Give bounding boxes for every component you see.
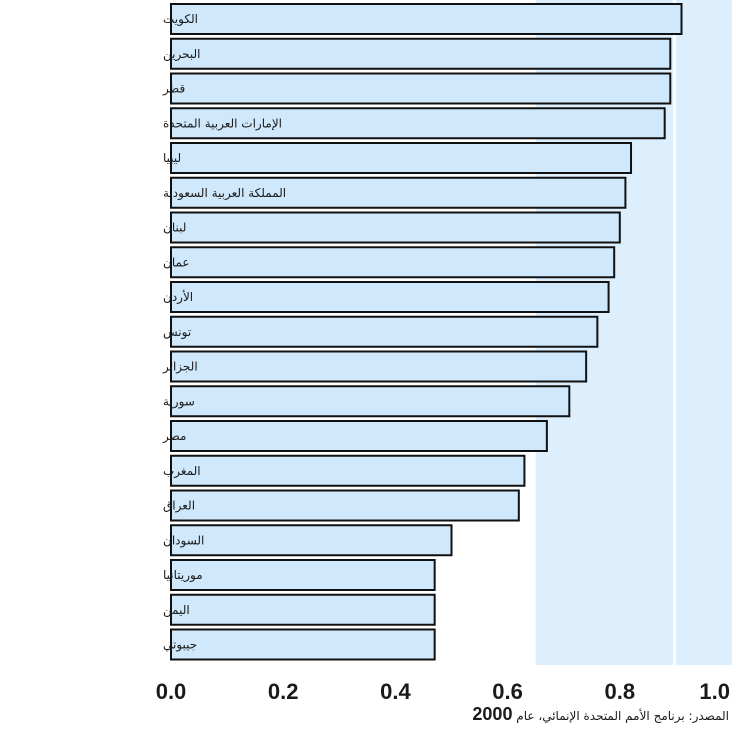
- category-label-8: عمان: [163, 255, 190, 269]
- category-label-1: الكويت: [163, 12, 198, 27]
- x-tick-0.2: 0.2: [268, 679, 299, 704]
- category-label-5: ليبيا: [163, 151, 181, 165]
- x-tick-0.6: 0.6: [492, 679, 523, 704]
- bar-16: [170, 524, 453, 557]
- bar-18: [170, 593, 436, 626]
- bar-15: [170, 489, 520, 522]
- category-label-17: موريتانيا: [163, 568, 203, 583]
- bar-9: [170, 281, 610, 313]
- bar-6: [170, 176, 627, 209]
- x-tick-1.0: 1.0: [699, 679, 730, 704]
- category-label-14: المغرب: [163, 464, 201, 479]
- bar-1: [170, 3, 683, 35]
- bar-14: [170, 454, 526, 487]
- source-note: المصدر: برنامج الأمم المتحدة الإنمائي، ع…: [472, 704, 729, 725]
- x-tick-0.0: 0.0: [156, 679, 187, 704]
- category-label-13: مصر: [162, 429, 186, 444]
- background-band-2: [675, 0, 732, 665]
- category-label-7: لبنان: [163, 221, 186, 235]
- bar-10: [170, 315, 599, 348]
- category-labels: الكويت البحرين قطر الإمارات العربية المتحدة…: [162, 12, 286, 653]
- bar-3: [170, 72, 672, 105]
- bar-19: [170, 628, 436, 661]
- category-label-11: الجزائر: [162, 360, 198, 375]
- bar-11: [170, 350, 588, 383]
- x-tick-labels: 0.0 0.2 0.4 0.6 0.8 1.0: [156, 679, 730, 704]
- bar-5: [170, 142, 633, 174]
- bar-2: [170, 37, 672, 70]
- category-label-10: تونس: [163, 325, 191, 340]
- category-label-3: قطر: [162, 82, 185, 97]
- category-label-18: اليمن: [163, 603, 190, 618]
- category-label-6: المملكة العربية السعودية: [163, 186, 286, 201]
- bar-7: [170, 211, 621, 244]
- source-text: المصدر: برنامج الأمم المتحدة الإنمائي، ع…: [516, 709, 729, 723]
- x-tick-0.4: 0.4: [380, 679, 411, 704]
- bar-12: [170, 385, 571, 418]
- bars-group: [170, 3, 683, 661]
- category-label-16: السودان: [163, 533, 204, 548]
- x-tick-0.8: 0.8: [605, 679, 636, 704]
- bar-13: [170, 420, 548, 452]
- category-label-2: البحرين: [163, 47, 200, 62]
- category-label-4: الإمارات العربية المتحدة: [163, 116, 282, 131]
- bar-4: [170, 107, 666, 140]
- category-label-9: الأردن: [163, 289, 193, 305]
- category-label-15: العراق: [163, 499, 195, 514]
- source-year: 2000: [472, 704, 513, 724]
- bar-8: [170, 246, 616, 279]
- category-label-19: جيبوتي: [163, 638, 197, 653]
- category-label-12: سورية: [163, 394, 195, 409]
- bar-17: [170, 559, 436, 591]
